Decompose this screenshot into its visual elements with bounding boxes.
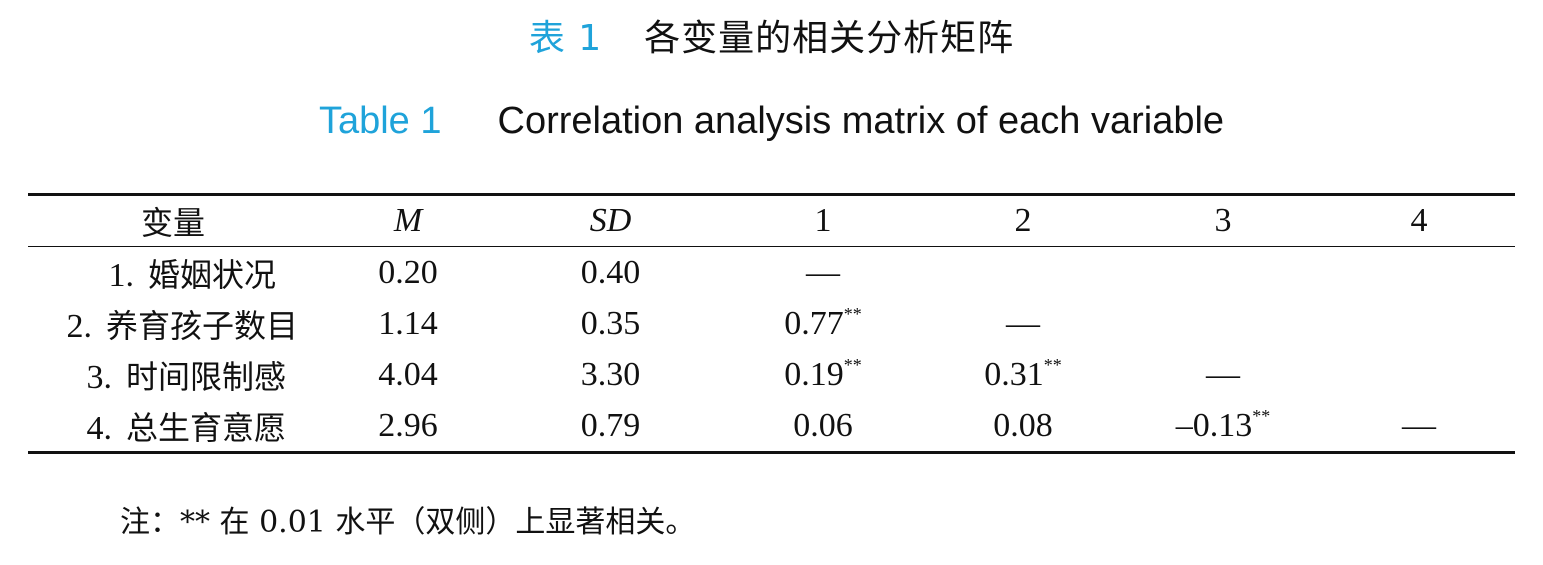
corr-cell-1: 0.06 xyxy=(723,400,923,453)
sd-cell: 3.30 xyxy=(580,355,641,393)
significance-mark: ** xyxy=(843,354,862,375)
corr-value: 0.77 xyxy=(784,304,844,342)
corr-cell-3 xyxy=(1123,298,1323,349)
corr-value: –0.13 xyxy=(1175,406,1253,444)
corr-cell-2: 0.31** xyxy=(923,349,1123,400)
corr-cell-2 xyxy=(923,247,1123,299)
sd-cell: 0.79 xyxy=(580,406,641,444)
row-number: 1. xyxy=(108,256,135,294)
header-mean: M xyxy=(393,202,423,239)
table-title-cn: 表 1 各变量的相关分析矩阵 xyxy=(0,14,1543,64)
mean-cell: 1.14 xyxy=(378,304,438,342)
corr-cell-4 xyxy=(1323,247,1515,299)
variable-cell: 1. 婚姻状况 xyxy=(28,247,318,299)
row-number: 2. xyxy=(66,307,93,345)
header-col-4: 4 xyxy=(1410,202,1428,239)
significance-mark: ** xyxy=(1043,354,1062,375)
table-title-en-text: Correlation analysis matrix of each vari… xyxy=(497,100,1225,142)
variable-name: 总生育意愿 xyxy=(126,408,287,447)
mean-cell: 4.04 xyxy=(378,355,438,393)
significance-mark: ** xyxy=(1252,405,1271,426)
header-row: 变量 M SD 1 2 3 4 xyxy=(28,194,1515,247)
table-row: 4. 总生育意愿 2.96 0.79 0.06 0.08 –0.13** — xyxy=(28,400,1515,453)
corr-cell-1: — xyxy=(723,247,923,299)
corr-cell-4 xyxy=(1323,298,1515,349)
corr-cell-1: 0.77** xyxy=(723,298,923,349)
row-number: 4. xyxy=(86,409,113,447)
table-title-en: Table 1 Correlation analysis matrix of ea… xyxy=(0,96,1543,146)
table-row: 3. 时间限制感 4.04 3.30 0.19** 0.31** — xyxy=(28,349,1515,400)
corr-cell-4: — xyxy=(1402,406,1436,444)
header-col-2: 2 xyxy=(1014,202,1032,239)
corr-value: — xyxy=(806,253,840,291)
table-title-cn-text: 各变量的相关分析矩阵 xyxy=(644,18,1015,59)
header-variable: 变量 xyxy=(140,204,205,242)
mean-cell: 2.96 xyxy=(378,406,438,444)
sd-cell: 0.40 xyxy=(580,253,641,291)
correlation-table: 变量 M SD 1 2 3 4 1. 婚姻状况 0.20 0.40 — 2. 养育孩… xyxy=(28,193,1515,454)
mean-cell: 0.20 xyxy=(378,253,438,291)
variable-cell: 3. 时间限制感 xyxy=(28,349,318,400)
sd-cell: 0.35 xyxy=(580,304,641,342)
corr-value: — xyxy=(1006,304,1040,342)
variable-name: 时间限制感 xyxy=(126,357,287,396)
significance-mark: ** xyxy=(843,303,862,324)
variable-name: 养育孩子数目 xyxy=(106,306,299,345)
table-row: 2. 养育孩子数目 1.14 0.35 0.77** — xyxy=(28,298,1515,349)
corr-cell-1: 0.19** xyxy=(723,349,923,400)
table-row: 1. 婚姻状况 0.20 0.40 — xyxy=(28,247,1515,299)
variable-name: 婚姻状况 xyxy=(148,255,277,294)
header-col-3: 3 xyxy=(1214,202,1232,239)
variable-cell: 2. 养育孩子数目 xyxy=(28,298,318,349)
variable-cell: 4. 总生育意愿 xyxy=(28,400,318,453)
header-col-1: 1 xyxy=(814,202,832,239)
table-note: 注：** 在 0.01 水平（双侧）上显著相关。 xyxy=(120,505,696,540)
corr-value: 0.19 xyxy=(784,355,844,393)
table-label-cn: 表 1 xyxy=(528,18,603,59)
corr-cell-3: — xyxy=(1123,349,1323,400)
corr-value: — xyxy=(1206,355,1240,393)
corr-cell-4 xyxy=(1323,349,1515,400)
corr-cell-3 xyxy=(1123,247,1323,299)
row-number: 3. xyxy=(86,358,113,396)
corr-cell-3: –0.13** xyxy=(1123,400,1323,453)
table-label-en: Table 1 xyxy=(318,100,442,142)
corr-cell-2: 0.08 xyxy=(923,400,1123,453)
corr-value: 0.06 xyxy=(793,406,853,444)
header-sd: SD xyxy=(589,202,632,239)
corr-value: 0.31 xyxy=(984,355,1044,393)
corr-value: 0.08 xyxy=(993,406,1053,444)
corr-cell-2: — xyxy=(923,298,1123,349)
